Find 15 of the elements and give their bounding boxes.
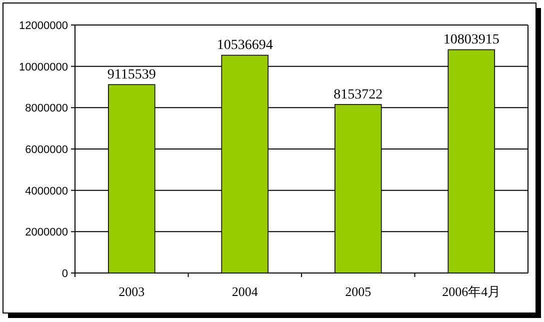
data-label: 10536694 (216, 38, 273, 54)
y-tick-label: 10000000 (19, 61, 68, 74)
x-tick-label: 2004 (232, 284, 258, 299)
y-tick-label: 2000000 (25, 226, 68, 239)
y-tick-label: 12000000 (19, 20, 68, 32)
y-tick-label: 8000000 (25, 102, 68, 115)
x-tick-label: 2005 (345, 284, 372, 299)
y-tick-label: 6000000 (25, 144, 68, 156)
x-tick-label: 2006年4月 (442, 284, 501, 299)
y-tick-label: 0 (62, 268, 68, 280)
x-tick-label: 2003 (118, 284, 145, 299)
data-label: 9115539 (107, 68, 156, 83)
y-tick-label: 4000000 (25, 185, 68, 198)
data-label: 10803915 (443, 32, 500, 48)
data-label: 8153722 (334, 87, 383, 102)
